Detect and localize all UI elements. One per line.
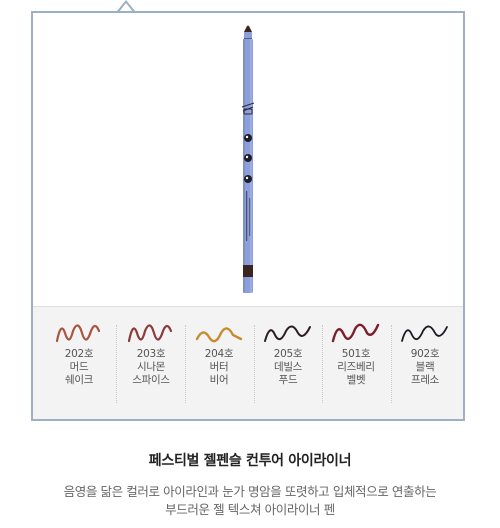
- swatch-name-line1: 버터: [209, 361, 229, 373]
- swatch-stroke-icon: [264, 325, 311, 342]
- swatch-name-line2: 프레소: [410, 374, 440, 386]
- product-description-line1: 음영을 닮은 컬러로 아이라인과 눈가 명암을 또렷하고 입체적으로 연출하는: [63, 484, 437, 499]
- pencil-face-icon-2: [244, 154, 252, 162]
- eyeliner-pencil-image: [241, 25, 255, 293]
- swatch-205[interactable]: 205호 데빌스 푸드: [255, 317, 321, 413]
- product-description: 음영을 닮은 컬러로 아이라인과 눈가 명암을 또렷하고 입체적으로 연출하는 …: [0, 483, 500, 519]
- pencil-face-icon-1: [244, 134, 252, 142]
- swatch-code: 204호: [204, 348, 234, 360]
- swatch-stroke-icon: [331, 323, 380, 343]
- swatch-divider: [116, 325, 118, 403]
- swatch-code: 203호: [136, 348, 166, 360]
- product-description-line2: 부드러운 젤 텍스쳐 아이라이너 펜: [165, 502, 335, 517]
- swatch-stroke-icon: [55, 324, 101, 343]
- pencil-upper-body: [244, 32, 252, 38]
- swatch-code: 501호: [341, 348, 371, 360]
- swatch-panel: 202호 머드 쉐이크 203호 시나몬 스파이스 204호 버터 비어: [33, 306, 463, 419]
- swatch-stroke-icon: [401, 325, 448, 342]
- swatch-stroke-icon: [195, 327, 243, 343]
- swatch-divider: [185, 325, 187, 403]
- swatch-divider: [322, 325, 324, 403]
- pencil-face-icon-3: [244, 175, 252, 183]
- product-frame: 202호 머드 쉐이크 203호 시나몬 스파이스 204호 버터 비어: [31, 11, 465, 421]
- swatch-divider: [391, 325, 393, 403]
- swatch-code: 205호: [273, 348, 303, 360]
- pencil-color-band: [243, 265, 253, 277]
- swatch-code: 202호: [64, 348, 94, 360]
- product-image-area: [33, 13, 463, 306]
- swatch-name-line1: 머드: [69, 361, 89, 373]
- swatch-name-line2: 쉐이크: [64, 374, 94, 386]
- swatch-name-line2: 벨벳: [346, 374, 366, 386]
- swatch-stroke-icon: [127, 324, 173, 343]
- swatch-name-line1: 데빌스: [273, 361, 303, 373]
- swatch-code: 902호: [410, 348, 440, 360]
- pencil-tip: [244, 25, 252, 32]
- product-title: 페스티벌 젤펜슬 컨투어 아이라이너: [148, 453, 352, 469]
- swatch-202[interactable]: 202호 머드 쉐이크: [46, 317, 112, 413]
- swatch-name-line1: 블랙: [415, 361, 435, 373]
- pointer-notch-inner: [119, 3, 133, 12]
- swatch-204[interactable]: 204호 버터 비어: [186, 317, 252, 413]
- swatch-501[interactable]: 501호 리즈베리 벨벳: [323, 317, 389, 413]
- swatch-902[interactable]: 902호 블랙 프레소: [392, 317, 458, 413]
- swatch-name-line2: 비어: [209, 374, 229, 386]
- swatch-name-line2: 푸드: [278, 374, 298, 386]
- swatch-203[interactable]: 203호 시나몬 스파이스: [118, 317, 184, 413]
- pencil-logo-icons: [241, 102, 255, 115]
- swatch-name-line1: 리즈베리: [337, 361, 375, 373]
- swatch-name-line2: 스파이스: [132, 374, 170, 386]
- swatch-divider: [254, 325, 256, 403]
- swatch-name-line1: 시나몬: [136, 361, 166, 373]
